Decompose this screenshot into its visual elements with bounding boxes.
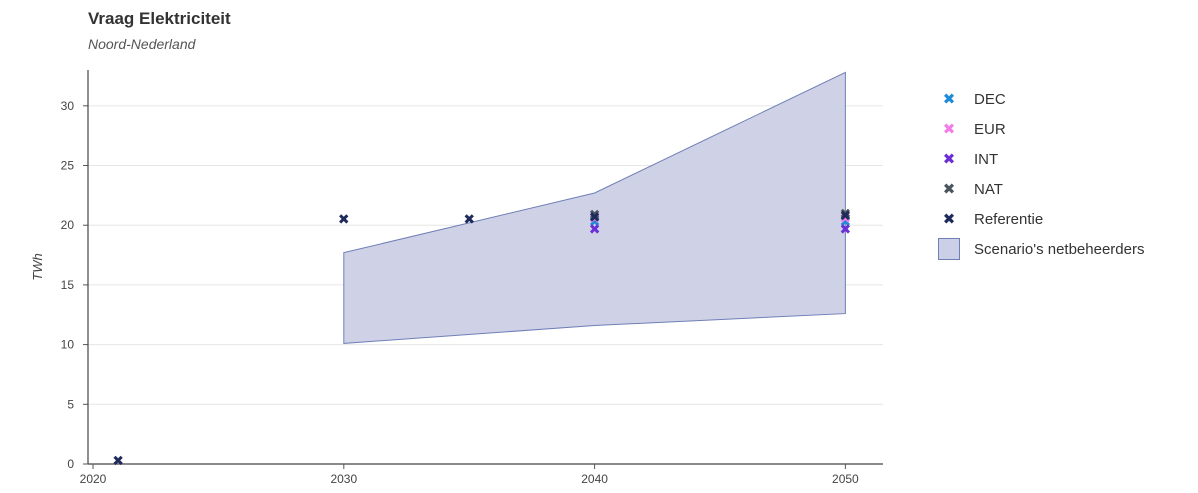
data-point-eur: ✖ xyxy=(589,211,601,227)
chart-title: Vraag Elektriciteit xyxy=(88,9,231,28)
legend: ✖ DEC ✖ EUR ✖ INT ✖ NAT ✖ Referentie Sce… xyxy=(938,84,1144,264)
y-tick-label: 10 xyxy=(61,338,75,352)
y-tick-label: 20 xyxy=(61,218,75,232)
data-point-referentie: ✖ xyxy=(840,209,852,225)
legend-label: Scenario's netbeheerders xyxy=(974,240,1145,258)
legend-item-eur[interactable]: ✖ EUR xyxy=(938,114,1144,144)
legend-label: NAT xyxy=(974,180,1003,198)
legend-item-nat[interactable]: ✖ NAT xyxy=(938,174,1144,204)
legend-marker-icon: ✖ xyxy=(942,120,956,138)
legend-item-int[interactable]: ✖ INT xyxy=(938,144,1144,174)
data-point-referentie: ✖ xyxy=(463,212,475,228)
legend-marker-icon: ✖ xyxy=(942,150,956,168)
legend-label: INT xyxy=(974,150,999,168)
legend-marker-icon: ✖ xyxy=(942,210,956,228)
y-axis-label: TWh xyxy=(30,253,45,280)
x-tick-label: 2040 xyxy=(581,472,608,486)
data-point-referentie: ✖ xyxy=(112,453,124,469)
legend-marker-icon: ✖ xyxy=(942,90,956,108)
data-point-referentie: ✖ xyxy=(589,210,601,226)
data-point-eur: ✖ xyxy=(840,211,852,227)
legend-item-band[interactable]: Scenario's netbeheerders xyxy=(938,234,1144,264)
data-point-int: ✖ xyxy=(589,222,601,238)
legend-item-dec[interactable]: ✖ DEC xyxy=(938,84,1144,114)
data-point-referentie: ✖ xyxy=(338,212,350,228)
legend-label: EUR xyxy=(974,120,1006,138)
legend-item-referentie[interactable]: ✖ Referentie xyxy=(938,204,1144,234)
data-point-nat: ✖ xyxy=(589,207,601,223)
x-tick-label: 2030 xyxy=(330,472,357,486)
data-point-nat: ✖ xyxy=(840,206,852,222)
x-tick-label: 2050 xyxy=(832,472,859,486)
data-point-dec: ✖ xyxy=(840,215,852,231)
data-point-int: ✖ xyxy=(840,222,852,238)
legend-label: DEC xyxy=(974,90,1006,108)
y-tick-label: 5 xyxy=(67,397,74,411)
legend-band-swatch xyxy=(938,238,960,260)
legend-label: Referentie xyxy=(974,210,1044,228)
y-tick-label: 0 xyxy=(67,457,74,471)
data-point-dec: ✖ xyxy=(589,215,601,231)
x-tick-label: 2020 xyxy=(80,472,107,486)
legend-marker-icon: ✖ xyxy=(942,180,956,198)
chart-subtitle: Noord-Nederland xyxy=(88,36,196,52)
y-tick-label: 15 xyxy=(61,278,75,292)
y-tick-label: 25 xyxy=(61,159,75,173)
scenario-band xyxy=(343,71,846,344)
y-tick-label: 30 xyxy=(61,99,75,113)
